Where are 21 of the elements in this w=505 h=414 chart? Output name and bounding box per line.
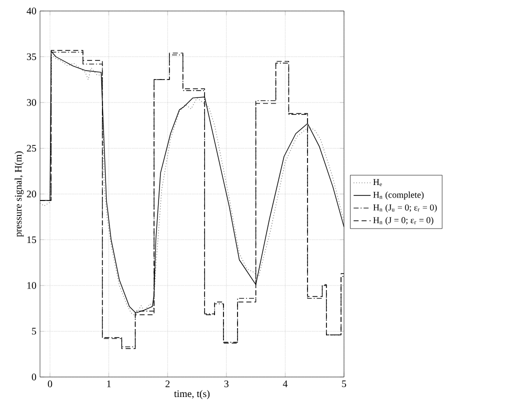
- y-tick-label: 35: [27, 53, 36, 60]
- y-tick-label: 15: [27, 236, 36, 244]
- legend-label: H$_{e}$: [373, 179, 382, 186]
- y-axis-title: pressure signal, H(m): [14, 151, 24, 237]
- y-tick-label: 40: [26, 8, 36, 14]
- legend-label: H$_{n}$ (complete): [373, 192, 424, 200]
- y-tick-label: 0: [32, 374, 36, 380]
- legend-label: H$_{n}$ (J = 0; ε$_{r}$ = 0): [373, 216, 434, 226]
- x-tick-label: 3: [224, 380, 229, 388]
- x-tick-label: 5: [342, 380, 346, 388]
- y-tick-label: 25: [26, 144, 36, 152]
- y-tick-label: 30: [27, 99, 36, 106]
- x-tick-label: 1: [107, 380, 111, 388]
- x-tick-label: 0: [48, 380, 52, 388]
- y-tick-label: 10: [27, 282, 36, 289]
- y-tick-label: 20: [26, 190, 36, 198]
- x-tick-label: 4: [282, 380, 288, 388]
- y-tick-label: 5: [32, 328, 36, 335]
- x-tick-label: 2: [166, 380, 170, 388]
- x-axis-title: time, t(s): [174, 390, 210, 400]
- legend-label: H$_{n}$ (J$_{u}$ = 0; ε$_{r}$ = 0): [373, 204, 437, 212]
